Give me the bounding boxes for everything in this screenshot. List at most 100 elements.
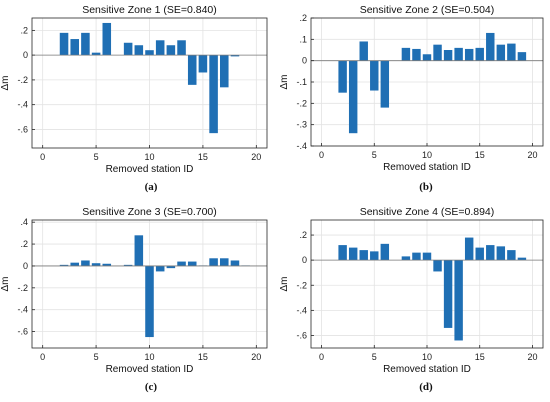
x-tick-label: 0: [40, 352, 45, 362]
x-tick-label: 5: [372, 150, 377, 160]
bar-station-6: [380, 243, 390, 261]
bar-station-18: [230, 260, 240, 266]
x-axis-label: Removed station ID: [383, 364, 471, 375]
bar-station-9: [412, 48, 421, 61]
y-tick-label: -.4: [17, 100, 28, 110]
bar-station-10: [145, 265, 154, 338]
panel-caption: (c): [145, 381, 158, 393]
bar-station-2: [59, 32, 69, 56]
bar-station-6: [380, 60, 390, 108]
y-tick-label: -.4: [17, 305, 28, 315]
bar-station-2: [59, 264, 69, 266]
bar-station-10: [422, 54, 432, 61]
y-tick-label: -.2: [296, 280, 307, 290]
bar-station-11: [433, 260, 442, 272]
x-tick-label: 15: [475, 352, 485, 362]
bar-station-5: [91, 263, 101, 266]
bar-station-8: [123, 264, 133, 266]
bar-station-15: [475, 47, 484, 61]
y-tick-label: 0: [23, 261, 28, 271]
bar-station-17: [220, 55, 229, 88]
panel-caption: (d): [419, 381, 433, 393]
bar-station-13: [454, 260, 463, 341]
x-tick-label: 15: [198, 152, 208, 162]
bar-station-17: [496, 44, 506, 61]
bar-station-4: [359, 41, 368, 61]
panel-a: 0 5 10 15 20 -.6 -.4 -.2 0 .2 Sensitive Zone 1 (SE…: [0, 4, 268, 193]
bar-station-12: [166, 265, 176, 269]
bar-station-5: [370, 251, 379, 261]
bar-station-5: [91, 52, 101, 56]
x-tick-label: 10: [422, 150, 432, 160]
x-tick-label: 20: [527, 150, 537, 160]
bar-station-2: [338, 245, 347, 261]
bar-station-16: [486, 32, 495, 61]
y-tick-label: 0: [302, 255, 307, 265]
bar-station-17: [220, 258, 229, 266]
y-axis-label: Δm: [279, 74, 290, 89]
chart-title: Sensitive Zone 4 (SE=0.894): [360, 206, 495, 218]
bar-station-6: [102, 263, 112, 266]
y-axis-label: Δm: [279, 276, 290, 291]
bar-station-11: [433, 44, 442, 61]
bar-station-4: [81, 260, 90, 266]
bar-station-4: [81, 32, 90, 56]
bar-station-5: [370, 60, 379, 91]
y-tick-label: -.6: [17, 124, 28, 134]
x-tick-label: 10: [144, 352, 154, 362]
bar-station-2: [338, 60, 347, 93]
chart-title: Sensitive Zone 2 (SE=0.504): [360, 4, 495, 16]
chart-title: Sensitive Zone 1 (SE=0.840): [82, 4, 217, 16]
bar-station-3: [348, 247, 358, 261]
bar-station-4: [359, 250, 368, 261]
bar-station-12: [166, 45, 176, 56]
x-axis-label: Removed station ID: [106, 164, 194, 175]
bar-station-14: [187, 261, 197, 266]
bar-station-11: [155, 40, 165, 56]
bar-station-3: [348, 60, 358, 134]
y-tick-label: -.6: [296, 330, 307, 340]
bar-station-3: [70, 39, 79, 56]
x-tick-label: 5: [94, 352, 99, 362]
bar-station-9: [134, 45, 144, 56]
bar-station-19: [517, 52, 527, 61]
bar-station-13: [177, 261, 186, 266]
x-tick-label: 10: [422, 352, 432, 362]
y-tick-label: -.2: [17, 75, 28, 85]
y-tick-label: -.1: [296, 77, 307, 87]
bar-station-6: [102, 22, 112, 56]
panel-caption: (b): [419, 181, 433, 193]
x-tick-label: 20: [251, 352, 261, 362]
bar-station-14: [187, 55, 197, 85]
bar-station-13: [177, 40, 186, 56]
x-tick-label: 5: [372, 352, 377, 362]
bar-station-13: [454, 47, 463, 61]
x-tick-label: 20: [527, 352, 537, 362]
y-tick-label: -.2: [296, 98, 307, 108]
y-axis-label: Δm: [0, 75, 11, 90]
bar-station-8: [123, 42, 133, 56]
bar-station-15: [475, 247, 484, 261]
x-tick-label: 10: [144, 152, 154, 162]
panel-b: 0 5 10 15 20 -.4 -.3 -.2 -.1 0 .1 .2 Sensitive Zone …: [279, 4, 544, 193]
y-tick-label: .2: [20, 25, 28, 35]
y-tick-label: .4: [20, 217, 28, 227]
bar-station-16: [209, 258, 218, 266]
bar-station-14: [464, 48, 474, 61]
y-axis-label: Δm: [0, 276, 11, 291]
y-tick-label: .1: [299, 34, 307, 44]
y-tick-label: -.3: [296, 120, 307, 130]
panel-c: 0 5 10 15 20 -.6 -.4 -.2 0 .2 .4 Sensitive Zone 3 (…: [0, 206, 268, 393]
x-tick-label: 20: [251, 152, 261, 162]
y-tick-label: -.2: [17, 283, 28, 293]
bar-station-16: [209, 55, 218, 134]
bar-station-12: [443, 50, 453, 61]
x-tick-label: 5: [94, 152, 99, 162]
bar-station-18: [507, 43, 516, 61]
y-tick-label: 0: [23, 50, 28, 60]
y-tick-label: 0: [302, 56, 307, 66]
y-tick-label: -.6: [17, 327, 28, 337]
x-tick-label: 0: [40, 152, 45, 162]
bar-station-17: [496, 246, 506, 261]
